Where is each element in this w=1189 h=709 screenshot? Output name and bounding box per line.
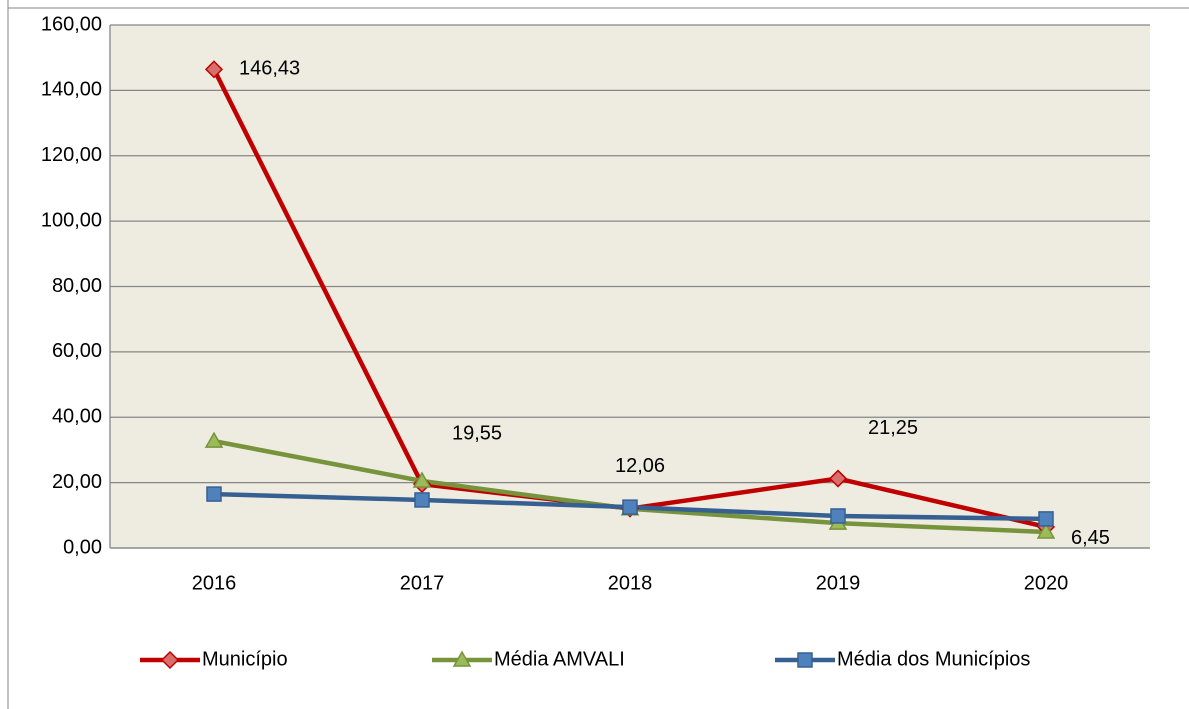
marker — [204, 60, 224, 79]
x-tick-label: 2019 — [816, 572, 861, 594]
marker — [797, 652, 813, 668]
legend-label: Média dos Municípios — [837, 648, 1030, 670]
marker — [830, 508, 846, 524]
y-tick-label: 0,00 — [63, 536, 102, 558]
y-tick-label: 80,00 — [52, 275, 102, 297]
y-tick-label: 140,00 — [41, 79, 102, 101]
x-tick-label: 2016 — [192, 572, 237, 594]
data-label: 6,45 — [1071, 527, 1110, 549]
y-tick-label: 60,00 — [52, 340, 102, 362]
data-label: 146,43 — [239, 58, 300, 80]
data-label: 19,55 — [452, 422, 502, 444]
legend-label: Média AMVALI — [494, 648, 625, 670]
marker — [206, 486, 222, 502]
marker — [452, 650, 472, 667]
x-tick-label: 2017 — [400, 572, 445, 594]
y-tick-label: 100,00 — [41, 209, 102, 231]
y-tick-label: 120,00 — [41, 144, 102, 166]
y-tick-label: 20,00 — [52, 471, 102, 493]
x-tick-label: 2020 — [1024, 572, 1069, 594]
data-label: 21,25 — [868, 417, 918, 439]
y-tick-label: 40,00 — [52, 406, 102, 428]
marker — [160, 650, 180, 670]
legend-label: Município — [202, 648, 288, 670]
x-tick-label: 2018 — [608, 572, 653, 594]
marker — [1036, 522, 1056, 539]
marker — [414, 492, 430, 508]
marker — [412, 471, 432, 488]
marker — [622, 499, 638, 515]
marker — [1038, 511, 1054, 527]
data-label: 12,06 — [615, 455, 665, 477]
marker — [828, 469, 848, 488]
y-tick-label: 160,00 — [41, 13, 102, 35]
marker — [204, 431, 224, 448]
